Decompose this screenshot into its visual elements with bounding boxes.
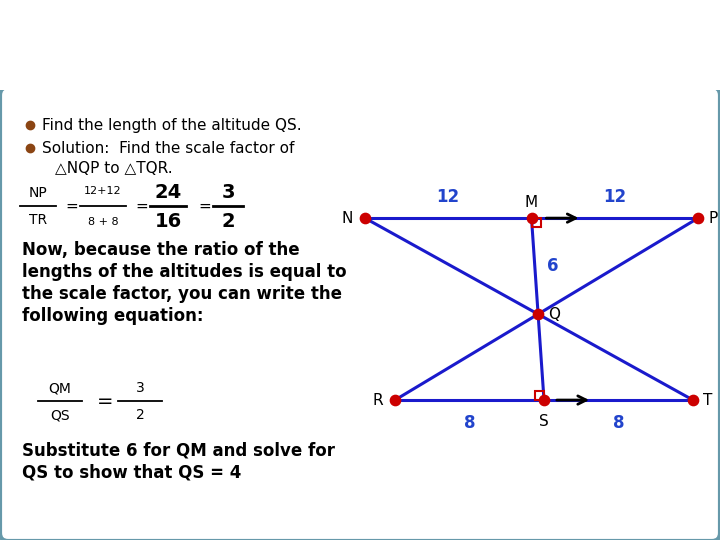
Text: 6: 6 xyxy=(547,257,559,275)
Text: lengths of the altitudes is equal to: lengths of the altitudes is equal to xyxy=(22,263,346,281)
Text: 8: 8 xyxy=(613,414,624,432)
Text: =: = xyxy=(135,199,148,214)
Text: Substitute 6 for QM and solve for: Substitute 6 for QM and solve for xyxy=(22,441,335,459)
Point xyxy=(687,396,698,404)
Text: Ex. 5:  Using Scale Factors: Ex. 5: Using Scale Factors xyxy=(22,26,600,64)
Text: 2: 2 xyxy=(221,212,235,231)
Text: 12+12: 12+12 xyxy=(84,186,122,196)
Text: P: P xyxy=(708,211,717,226)
Text: Find the length of the altitude QS.: Find the length of the altitude QS. xyxy=(42,118,302,133)
Text: 12: 12 xyxy=(437,188,460,206)
Text: S: S xyxy=(539,414,549,429)
Point xyxy=(532,310,544,319)
Text: following equation:: following equation: xyxy=(22,307,204,325)
Text: 3: 3 xyxy=(135,381,145,395)
Text: N: N xyxy=(341,211,353,226)
Text: T: T xyxy=(703,393,712,408)
Text: 24: 24 xyxy=(154,183,181,201)
Text: =: = xyxy=(66,199,78,214)
Text: △NQP to △TQR.: △NQP to △TQR. xyxy=(55,160,173,176)
Point xyxy=(692,214,703,222)
Text: Now, because the ratio of the: Now, because the ratio of the xyxy=(22,241,300,259)
Text: M: M xyxy=(525,195,538,210)
Text: 2: 2 xyxy=(135,408,145,422)
Text: 3: 3 xyxy=(221,183,235,201)
Point xyxy=(359,214,371,222)
Text: QS: QS xyxy=(50,408,70,422)
Text: =: = xyxy=(199,199,212,214)
Text: the scale factor, you can write the: the scale factor, you can write the xyxy=(22,285,342,303)
Text: TR: TR xyxy=(29,213,47,227)
Point xyxy=(390,396,401,404)
Text: QM: QM xyxy=(48,381,71,395)
Point xyxy=(539,396,550,404)
Text: 8: 8 xyxy=(464,414,475,432)
Text: QS to show that QS = 4: QS to show that QS = 4 xyxy=(22,463,241,481)
FancyBboxPatch shape xyxy=(0,87,720,540)
Text: R: R xyxy=(372,393,383,408)
Point xyxy=(526,214,537,222)
Text: 8 + 8: 8 + 8 xyxy=(88,217,118,227)
Text: 12: 12 xyxy=(603,188,626,206)
Text: =: = xyxy=(96,392,113,410)
Text: Solution:  Find the scale factor of: Solution: Find the scale factor of xyxy=(42,140,294,156)
Text: 16: 16 xyxy=(154,212,181,231)
Text: NP: NP xyxy=(29,186,48,200)
Text: Q: Q xyxy=(548,307,560,322)
